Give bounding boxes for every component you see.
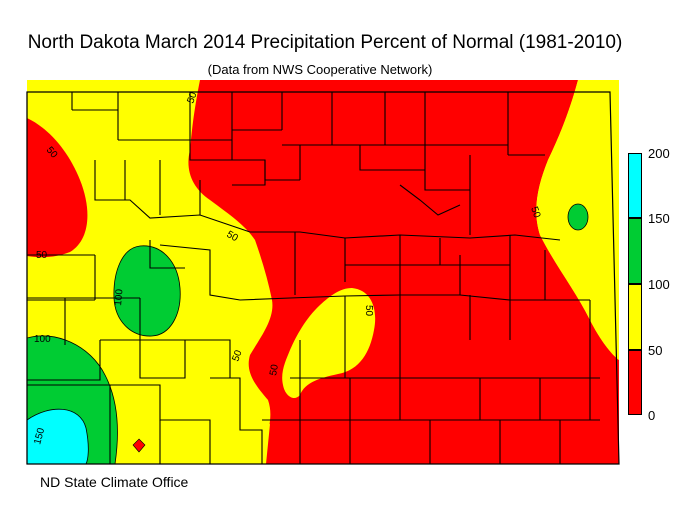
zone-0-50-northwest [27, 118, 88, 258]
contour-label: 50 [528, 205, 542, 220]
legend-tick: 100 [648, 277, 670, 292]
county-boundary [149, 240, 185, 269]
contour-label: 50 [268, 363, 281, 376]
legend-tick: 150 [648, 211, 670, 226]
county-boundary [264, 160, 300, 181]
zone-50-100-south-wedge [252, 424, 270, 464]
county-boundary [139, 339, 186, 379]
map-subtitle: (Data from NWS Cooperative Network) [207, 62, 433, 77]
contour-labels: 50 50 50 50 50 50 50 50 100 100 150 [32, 90, 542, 445]
contour-label: 50 [363, 305, 374, 317]
legend-swatch-150-200 [628, 153, 642, 218]
contour-label: 100 [34, 334, 51, 345]
contour-label: 50 [225, 229, 241, 244]
legend-swatch-50-100 [628, 284, 642, 350]
county-boundary [159, 244, 241, 301]
contour-label: 50 [36, 250, 48, 261]
contour-label: 150 [32, 426, 47, 445]
legend-swatch-0-50 [628, 350, 642, 415]
contour-label: 50 [185, 90, 199, 105]
zone-100-150-northeast [567, 203, 589, 231]
county-boundary [210, 377, 263, 464]
county-boundary [399, 184, 461, 216]
zone-50-100-tongue [282, 288, 376, 399]
county-boundary [94, 160, 251, 233]
legend-swatch-100-150 [628, 218, 642, 284]
contour-label: 100 [113, 288, 125, 306]
legend-tick: 200 [648, 146, 670, 161]
zone-150-200-southwest [27, 408, 89, 464]
county-boundary [359, 145, 425, 171]
precipitation-fill [27, 80, 619, 464]
legend-tick: 0 [648, 408, 656, 423]
county-boundary [185, 339, 231, 378]
zone-0-50-spot [132, 438, 146, 453]
county-boundary [189, 140, 233, 161]
credit-text: ND State Climate Office [40, 474, 189, 490]
map-title: North Dakota March 2014 Precipitation Pe… [27, 32, 623, 53]
state-outline [26, 91, 620, 465]
county-boundary [27, 340, 101, 381]
legend-tick: 50 [648, 343, 663, 358]
county-boundaries [26, 92, 600, 464]
county-boundary [424, 145, 470, 191]
contour-label: 50 [230, 348, 244, 363]
